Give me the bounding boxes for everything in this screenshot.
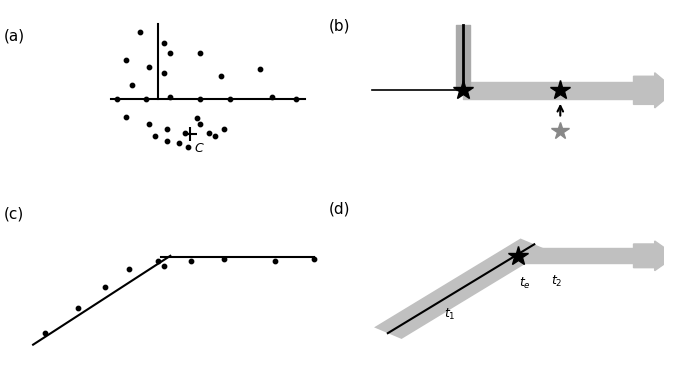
Point	[159, 70, 170, 76]
Point	[150, 133, 161, 139]
Point	[159, 263, 170, 269]
Point	[123, 266, 134, 272]
Point	[195, 121, 205, 127]
Point	[210, 133, 220, 139]
Point	[165, 94, 176, 100]
Text: $t_2$: $t_2$	[551, 274, 563, 289]
Point	[162, 138, 173, 144]
Point	[135, 29, 146, 35]
Point	[165, 50, 176, 56]
Point	[195, 96, 205, 102]
Point	[180, 129, 191, 135]
Point	[290, 96, 301, 102]
Text: $t_1$: $t_1$	[444, 307, 456, 322]
Text: (a): (a)	[3, 29, 24, 44]
Point	[73, 306, 83, 312]
Text: $t_e$: $t_e$	[519, 276, 530, 291]
Point	[186, 258, 197, 264]
Point	[174, 140, 184, 146]
Point	[39, 330, 50, 336]
Point	[120, 58, 131, 64]
FancyArrow shape	[633, 241, 676, 271]
Point	[254, 66, 265, 72]
Point	[192, 116, 203, 122]
Point	[126, 82, 137, 88]
FancyArrow shape	[633, 73, 676, 108]
Point	[269, 258, 280, 264]
Text: (d): (d)	[330, 202, 351, 217]
Text: (c): (c)	[3, 206, 24, 221]
Point	[120, 114, 131, 120]
Point	[216, 73, 226, 79]
Point	[153, 258, 164, 264]
Point	[308, 256, 319, 262]
Point	[266, 94, 277, 100]
Point	[144, 64, 155, 70]
Point	[141, 96, 152, 102]
Point	[162, 126, 173, 132]
Point	[183, 144, 194, 150]
Point	[195, 50, 205, 56]
Point	[99, 284, 110, 290]
Text: C: C	[195, 142, 203, 155]
Polygon shape	[374, 239, 548, 339]
Point	[218, 126, 229, 132]
Text: (b): (b)	[330, 18, 351, 33]
Point	[111, 96, 122, 102]
Point	[159, 40, 170, 46]
Point	[144, 121, 155, 127]
Point	[218, 256, 229, 262]
Point	[203, 129, 214, 135]
Point	[224, 96, 235, 102]
